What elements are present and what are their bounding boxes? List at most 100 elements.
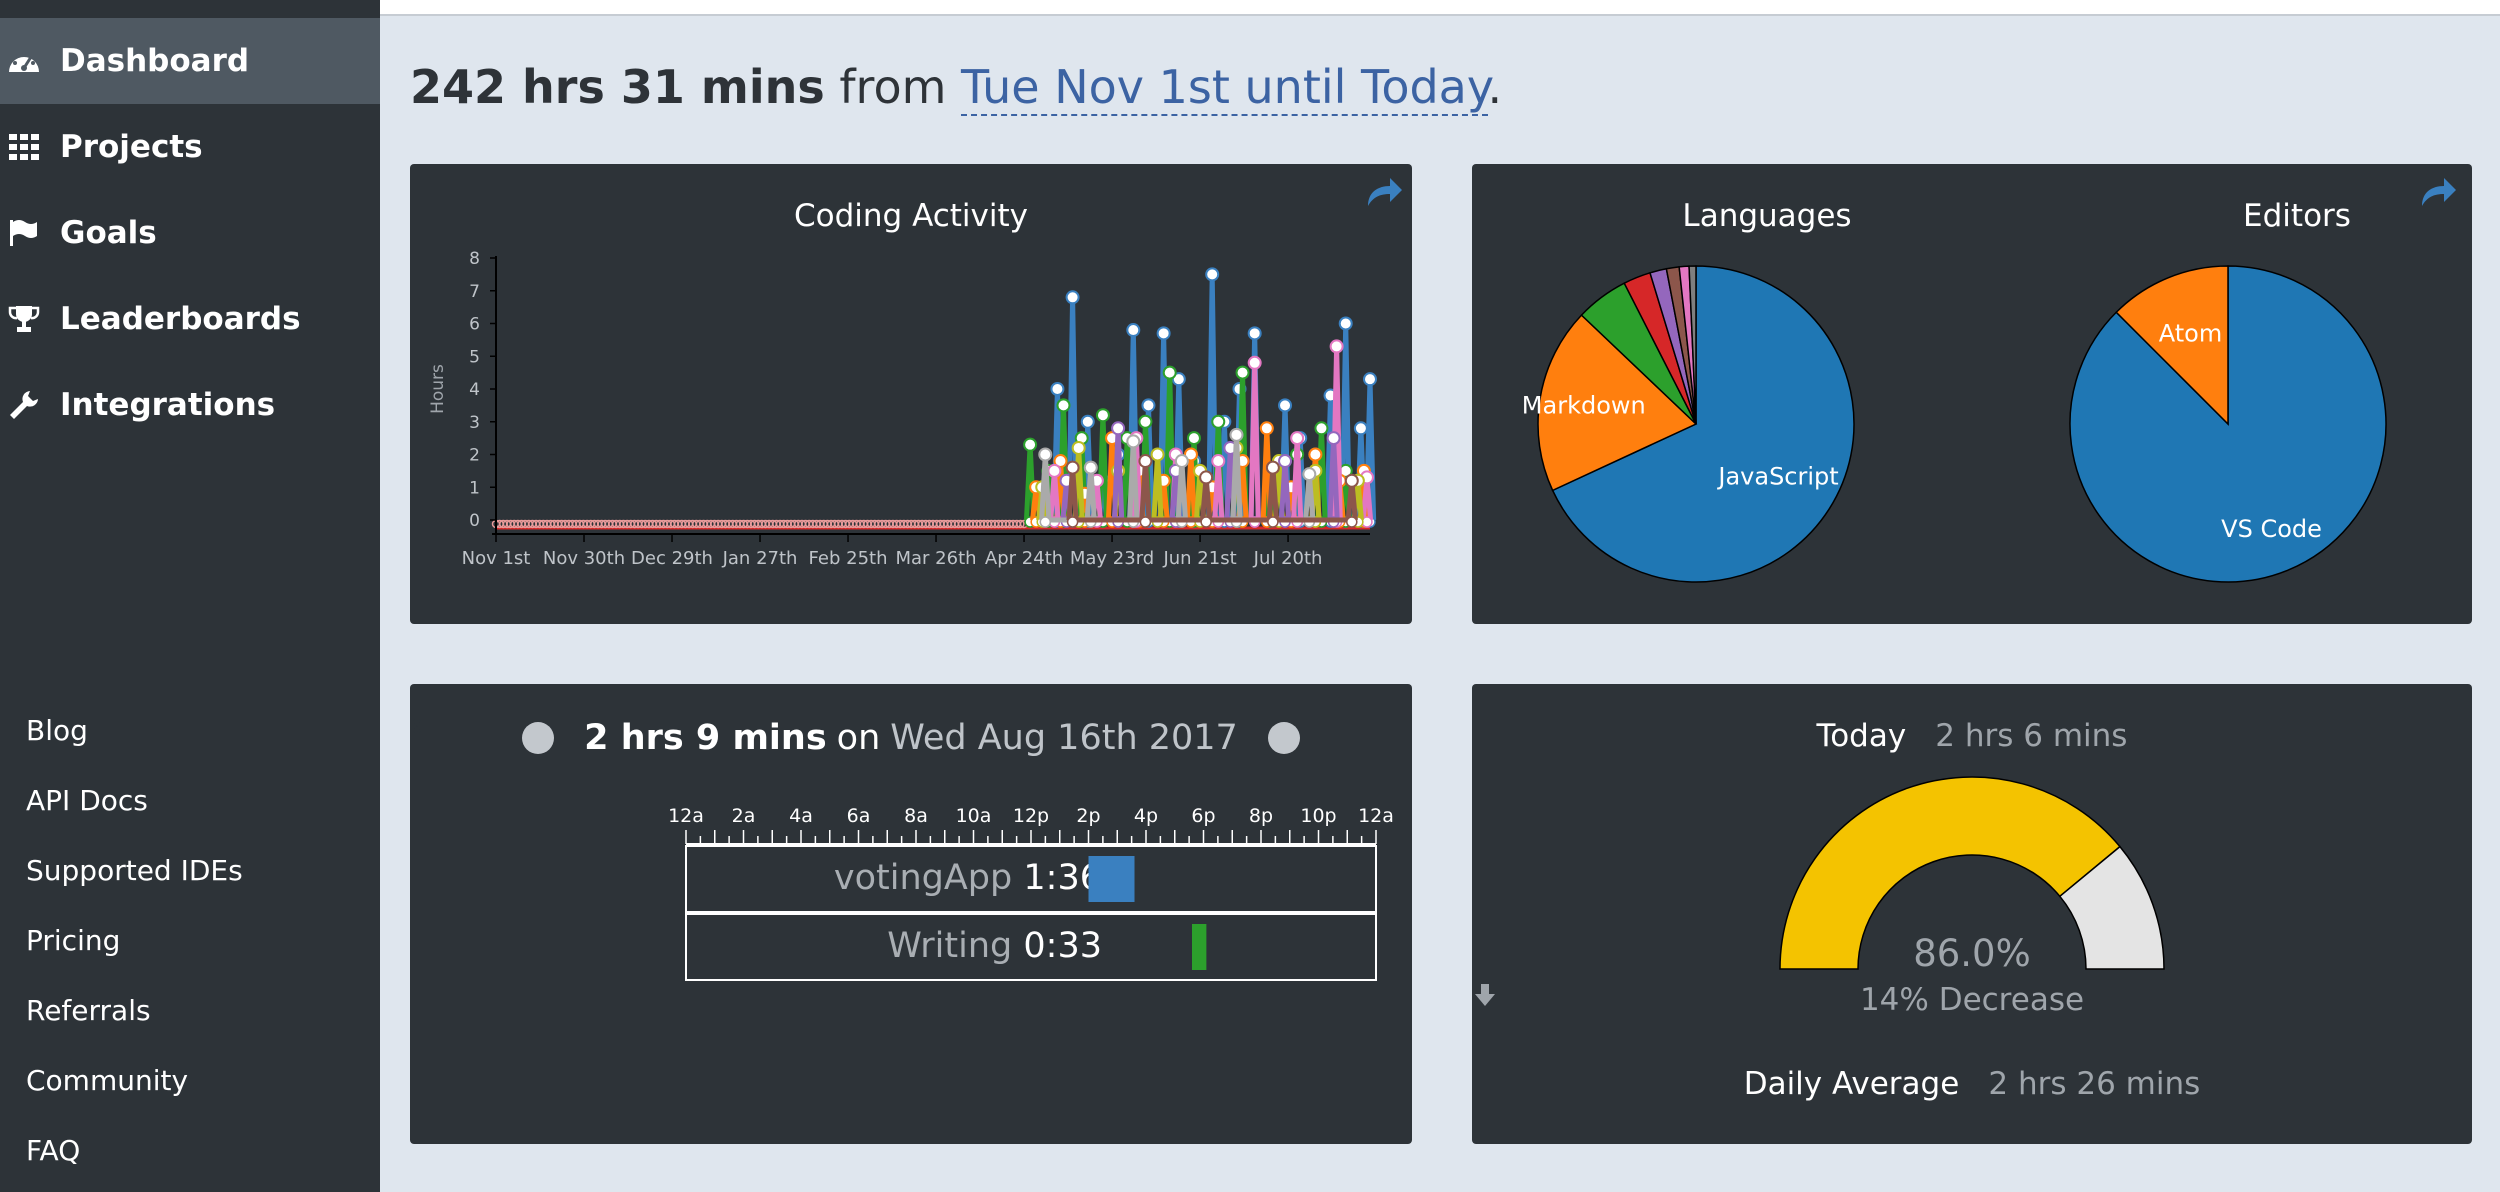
activity-data-point	[1171, 372, 1186, 387]
x-tick-label: Jun 21st	[1162, 548, 1236, 569]
y-axis-label: Hours	[428, 364, 448, 414]
pie-slice-label: JavaScript	[1716, 463, 1838, 491]
sidebar-item-label: Goals	[60, 215, 157, 251]
zero-point	[1016, 519, 1025, 529]
activity-data-point	[1247, 326, 1262, 341]
footer-link-community[interactable]: Community	[26, 1064, 189, 1097]
daily-average-value: 2 hrs 26 mins	[1988, 1066, 2201, 1102]
pie-slice[interactable]	[2115, 265, 2229, 426]
hour-label: 8p	[1249, 805, 1273, 827]
activity-data-point	[1247, 355, 1262, 370]
activity-base-point	[1039, 516, 1052, 528]
sidebar-item-dashboard[interactable]: Dashboard	[0, 18, 380, 104]
activity-data-point	[1174, 454, 1189, 469]
gauge-fill	[1779, 776, 2121, 970]
today-value: 2 hrs 6 mins	[1935, 718, 2128, 754]
timeline-block[interactable]	[1192, 924, 1207, 970]
hour-label: 6a	[847, 805, 871, 827]
day-timeline-chart: 12a 2a 4a 6a 8a 10a 12p 2p 4p 6p 8p 10p 12a	[668, 805, 1394, 981]
flag-icon	[4, 216, 44, 250]
hour-label: 10p	[1300, 805, 1336, 827]
y-tick-label: 0	[469, 511, 480, 531]
footer-link-blog[interactable]: Blog	[26, 714, 88, 747]
activity-data-point	[1050, 382, 1065, 396]
pie-slice[interactable]	[1537, 314, 1698, 492]
day-date: Wed Aug 16th 2017	[890, 718, 1238, 758]
today-label: Today	[1816, 718, 1907, 754]
sidebar-item-label: Integrations	[60, 387, 276, 423]
footer-link-supported-ides[interactable]: Supported IDEs	[26, 854, 243, 887]
trophy-icon	[4, 302, 44, 336]
sidebar-item-projects[interactable]: Projects	[0, 104, 380, 190]
coding-activity-title: Coding Activity	[793, 198, 1028, 234]
pie-slice[interactable]	[1688, 265, 1697, 425]
today-panel: Today 2 hrs 6 mins 86.0% 14% Decrease Da…	[1472, 684, 2472, 1144]
activity-base-point	[1066, 516, 1079, 528]
y-tick-label: 5	[469, 347, 480, 367]
activity-data-point	[1065, 460, 1080, 475]
timeline-block[interactable]	[1088, 856, 1135, 902]
activity-data-point	[1141, 398, 1156, 413]
hour-label: 2a	[732, 805, 756, 827]
day-timeline-panel: 2 hrs 9 mins on Wed Aug 16th 2017 voting…	[410, 684, 1412, 1144]
footer-link-faq[interactable]: FAQ	[26, 1134, 81, 1167]
row-label-writing: Writing 0:33	[887, 926, 1102, 966]
activity-data-point	[1326, 431, 1341, 446]
activity-data-point	[1138, 454, 1153, 469]
hour-label: 12p	[1013, 805, 1049, 827]
page-title: 242 hrs 31 mins from Tue Nov 1st until T…	[410, 60, 1502, 116]
activity-data-point	[1278, 398, 1293, 413]
editors-title: Editors	[2243, 198, 2351, 234]
sidebar-item-label: Leaderboards	[60, 301, 301, 337]
activity-data-point	[1211, 454, 1226, 469]
pie-slice-label: VS Code	[2221, 515, 2322, 543]
coding-activity-chart: 0 1 2 3 4 5 6 7 8 Hours Nov 1st Nov 30th Dec 29th Jan…	[428, 249, 1377, 569]
activity-data-point	[1183, 447, 1198, 462]
y-tick-label: 7	[469, 282, 480, 302]
sidebar: Dashboard Projects Goals Leaderboards In…	[0, 0, 380, 1192]
pie-slice-label: Atom	[2159, 319, 2222, 347]
x-tick-label: Jan 27th	[722, 548, 798, 569]
pie-slice[interactable]	[1551, 265, 1855, 583]
footer-link-api-docs[interactable]: API Docs	[26, 784, 148, 817]
sidebar-item-leaderboards[interactable]: Leaderboards	[0, 276, 380, 362]
activity-data-point	[1080, 414, 1095, 429]
y-tick-label: 2	[469, 446, 480, 466]
change-indicator: 14% Decrease	[1472, 982, 2472, 1018]
activity-data-point	[1302, 467, 1317, 482]
activity-data-point	[1162, 365, 1177, 380]
daily-average-label: Daily Average	[1743, 1066, 1960, 1102]
hour-label: 8a	[904, 805, 928, 827]
x-tick-label: Mar 26th	[896, 548, 977, 569]
footer-link-referrals[interactable]: Referrals	[26, 994, 151, 1027]
activity-data-point	[1053, 454, 1068, 469]
activity-data-point	[1344, 473, 1359, 488]
sidebar-item-integrations[interactable]: Integrations	[0, 362, 380, 448]
x-tick-label: Nov 30th	[543, 548, 625, 569]
date-range-picker[interactable]: Tue Nov 1st until Today	[961, 60, 1488, 116]
x-tick-label: Nov 1st	[462, 548, 531, 569]
hour-label: 12a	[668, 805, 704, 827]
wrench-icon	[4, 388, 44, 422]
from-word: from	[839, 60, 947, 114]
activity-base-point	[1267, 516, 1279, 528]
sidebar-item-goals[interactable]: Goals	[0, 190, 380, 276]
footer-link-pricing[interactable]: Pricing	[26, 924, 121, 957]
activity-data-point	[1138, 414, 1153, 429]
next-day-button[interactable]	[412, 718, 1300, 754]
hour-label: 4a	[789, 805, 813, 827]
y-tick-label: 8	[469, 249, 480, 269]
activity-data-point	[1308, 447, 1323, 462]
activity-data-point	[1186, 431, 1201, 446]
activity-data-point	[1205, 267, 1220, 282]
pie-slice[interactable]	[2069, 265, 2387, 583]
activity-data-point	[1150, 447, 1165, 462]
activity-base-point	[1346, 516, 1358, 528]
activity-data-point	[1126, 323, 1141, 338]
coding-activity-panel: Coding Activity 0 1 2 3 4 5 6 7 8 Hours Nov 1st Nov…	[410, 164, 1412, 624]
x-tick-label: May 23rd	[1070, 548, 1154, 569]
hour-label: 6p	[1191, 805, 1215, 827]
activity-data-point	[1156, 326, 1171, 341]
activity-data-point	[1083, 460, 1098, 475]
hour-label: 12a	[1358, 805, 1394, 827]
